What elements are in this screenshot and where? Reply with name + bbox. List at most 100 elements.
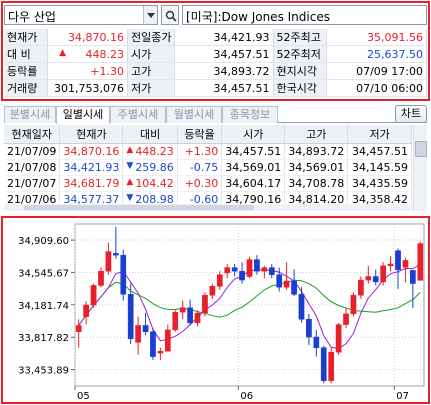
quote-value-text: 07/09 17:00 (356, 64, 423, 78)
vertical-scrollbar[interactable] (413, 125, 427, 211)
column-header[interactable]: 고가 (284, 125, 349, 144)
candle-body (157, 351, 164, 354)
candle-body (187, 307, 193, 324)
column-header[interactable]: 저가 (347, 125, 412, 144)
candle-body (135, 325, 141, 343)
up-triangle-icon: ▲ (126, 176, 134, 187)
high-cell: 34,814.20 (284, 191, 349, 208)
change-cell: ▲ 448.23 (122, 143, 178, 160)
candle-body (209, 286, 216, 296)
tab-daily[interactable]: 일별시세 (56, 106, 110, 124)
quote-label: 시가 (127, 45, 176, 63)
candle-body (150, 331, 156, 357)
chart-button[interactable]: 차트 (395, 105, 427, 123)
column-header[interactable]: 시가 (221, 125, 286, 144)
quote-value: 301,753,076 (47, 79, 128, 97)
search-row: 다우 산업 [미국]:Dow Jones Indices (4, 5, 427, 25)
candle-body (343, 313, 349, 325)
quote-value-text: +1.30 (90, 64, 124, 78)
scroll-thumb[interactable] (24, 205, 254, 210)
quote-value: 34,457.51 (174, 79, 274, 97)
rate-cell: +0.30 (177, 175, 223, 192)
candle-body (372, 276, 379, 283)
table-row[interactable]: 21/07/08 34,421.93 ▼ 259.86 -0.75 34,569.01 34… (4, 159, 412, 176)
high-cell: 34,708.78 (284, 175, 349, 192)
quote-label: 현지시각 (273, 62, 328, 80)
quote-label: 거래량 (4, 79, 49, 97)
candle-body (164, 329, 171, 352)
y-tick-label: 34,909.60 (18, 236, 69, 247)
search-button[interactable] (161, 5, 179, 25)
change-value: 208.98 (135, 192, 174, 206)
tab-info[interactable]: 종목정보 (222, 106, 278, 123)
down-triangle-icon: ▼ (126, 160, 134, 171)
quote-value: 25,637.50 (326, 45, 427, 63)
quote-value-text: 25,637.50 (367, 47, 423, 61)
quote-value-text: 448.23 (85, 47, 124, 61)
rate-cell: -0.60 (177, 191, 223, 208)
column-header[interactable]: 등락율 (177, 125, 223, 144)
x-tick-label: 05 (77, 391, 90, 402)
tab-monthly[interactable]: 월별시세 (166, 106, 222, 123)
scroll-thumb[interactable] (415, 141, 427, 157)
quote-value: 34,870.16 (47, 29, 128, 46)
quote-value-text: 301,753,076 (53, 81, 124, 95)
date-cell: 21/07/06 (4, 191, 61, 208)
candle-body (127, 294, 134, 340)
stock-combo[interactable]: 다우 산업 (4, 5, 158, 25)
candle-body (202, 294, 208, 314)
candle-body (365, 276, 372, 281)
change-value: 448.23 (135, 144, 174, 158)
moving-average-long (78, 279, 421, 326)
quote-value: 34,893.72 (174, 62, 274, 80)
y-tick-label: 33,817.82 (18, 333, 69, 344)
candle-body (387, 263, 394, 267)
date-cell: 21/07/09 (4, 143, 61, 160)
open-cell: 34,457.51 (221, 143, 286, 160)
candle-body (358, 279, 364, 296)
candle-body (216, 274, 223, 287)
candle-body (142, 325, 149, 332)
candle-body (239, 270, 245, 281)
candle-body (98, 270, 104, 286)
price-cell: 34,421.93 (59, 159, 124, 176)
candle-body (380, 265, 387, 283)
x-tick-label: 06 (240, 391, 253, 402)
price-cell: 34,681.79 (59, 175, 124, 192)
candle-body (194, 312, 201, 324)
quote-value: 35,091.56 (326, 29, 427, 46)
quote-panel-highlight (1, 1, 430, 101)
column-header[interactable]: 현재일자 (4, 125, 61, 144)
quote-value-text: 34,421.93 (213, 30, 270, 44)
candle-body (120, 254, 127, 295)
chart-panel-highlight (1, 216, 430, 404)
column-header[interactable]: 현재가 (59, 125, 124, 144)
high-cell: 34,569.01 (284, 159, 349, 176)
quote-label: 고가 (127, 62, 176, 80)
change-cell: ▲ 104.42 (122, 175, 178, 192)
table-row[interactable]: 21/07/09 34,870.16 ▲ 448.23 +1.30 34,457.51 34… (4, 143, 412, 160)
quote-label: 등락률 (4, 62, 49, 80)
candle-body (395, 250, 401, 270)
candle-body (83, 304, 89, 317)
y-tick-label: 33,453.89 (18, 366, 69, 377)
candle-body (410, 270, 416, 284)
full-name-text: [미국]:Dow Jones Indices (186, 10, 330, 24)
quote-value-text: 34,870.16 (67, 30, 124, 44)
quote-label: 현재가 (4, 29, 49, 46)
table-row[interactable]: 21/07/07 34,681.79 ▲ 104.42 +0.30 34,604.17 34… (4, 175, 412, 192)
y-tick-label: 34,545.67 (18, 268, 69, 279)
change-cell: ▼ 259.86 (122, 159, 178, 176)
column-header[interactable]: 대비 (122, 125, 178, 144)
horizontal-scrollbar[interactable] (4, 204, 413, 211)
candle-body (306, 318, 312, 338)
chevron-down-icon[interactable] (143, 6, 157, 24)
date-cell: 21/07/08 (4, 159, 61, 176)
table-row[interactable]: 21/07/06 34,577.37 ▼ 208.98 -0.60 34,790.16 34… (4, 191, 412, 208)
candle-body (350, 294, 357, 315)
tab-weekly[interactable]: 주별시세 (110, 106, 166, 123)
down-triangle-icon: ▼ (126, 192, 134, 203)
y-tick-label: 34,181.74 (18, 301, 69, 312)
tab-minute[interactable]: 분별시세 (4, 106, 56, 123)
quote-label: 52주최저 (273, 45, 328, 63)
